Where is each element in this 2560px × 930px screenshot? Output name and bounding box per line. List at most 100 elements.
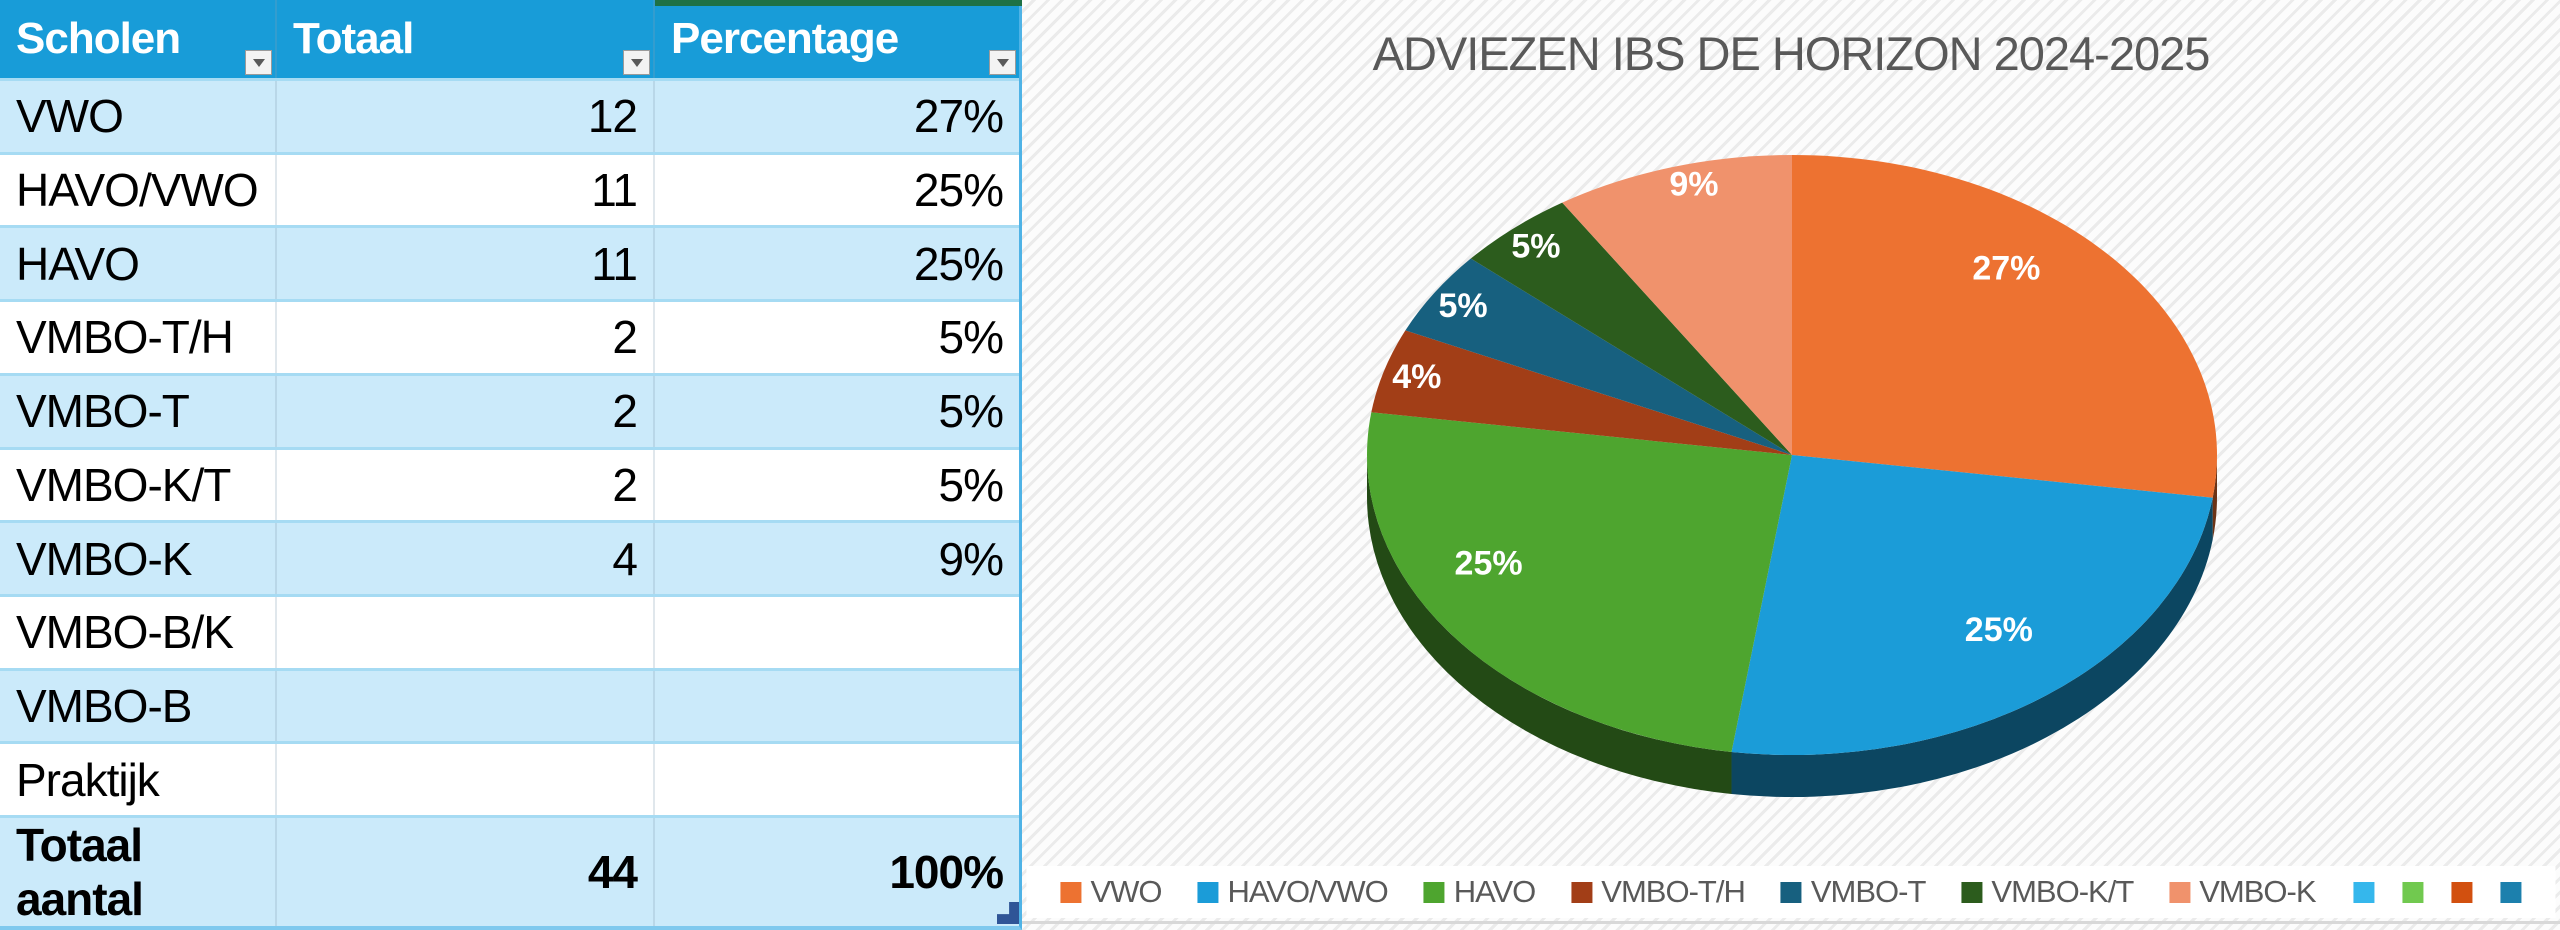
legend-swatch[interactable]: [2353, 881, 2375, 903]
table-row: VMBO-K/T 2 5%: [0, 446, 1019, 521]
legend-item[interactable]: VWO: [1060, 874, 1163, 910]
pie-slice-side: [2212, 455, 2217, 540]
school-cell[interactable]: VWO: [0, 81, 277, 152]
pie-slice[interactable]: [1731, 455, 2213, 755]
total-value-cell[interactable]: 44: [277, 818, 655, 927]
percentage-cell[interactable]: 27%: [913, 90, 1004, 143]
school-cell[interactable]: VMBO-K: [0, 523, 277, 594]
pie-slice-side: [1731, 497, 2213, 797]
school-cell[interactable]: HAVO/VWO: [0, 154, 277, 226]
total-cell[interactable]: [277, 744, 655, 816]
legend-item[interactable]: VMBO-K/T: [1961, 874, 2134, 910]
pie-data-label: 5%: [1438, 287, 1487, 325]
header-scholen-label: Scholen: [16, 14, 181, 63]
panel-bottom-divider: [1022, 921, 2560, 924]
total-cell[interactable]: 12: [277, 81, 655, 152]
legend-extra-swatches: [2353, 881, 2522, 903]
table-row: VMBO-B: [0, 667, 1019, 742]
total-cell[interactable]: 2: [277, 302, 655, 373]
pie-data-label: 25%: [1455, 544, 1523, 582]
school-cell[interactable]: VMBO-B: [0, 670, 277, 742]
legend-label: VMBO-T: [1810, 874, 1927, 909]
legend-label: HAVO/VWO: [1227, 874, 1389, 909]
table-row: VMBO-T 2 5%: [0, 372, 1019, 447]
legend-swatch: [1060, 881, 1082, 903]
legend-swatch: [1571, 881, 1593, 903]
school-cell[interactable]: VMBO-B/K: [0, 596, 277, 668]
percentage-cell[interactable]: [655, 744, 1019, 815]
total-cell[interactable]: 2: [277, 449, 655, 521]
table-row: VMBO-K 4 9%: [0, 520, 1019, 594]
percentage-cell[interactable]: 5%: [938, 311, 1004, 364]
table-row: VMBO-B/K: [0, 593, 1019, 668]
legend-swatch[interactable]: [2402, 881, 2424, 903]
legend-label: VMBO-K/T: [1991, 874, 2134, 909]
pie-data-label: 9%: [1669, 166, 1718, 204]
total-cell[interactable]: 2: [277, 375, 655, 447]
pie-slice[interactable]: [1470, 202, 1792, 455]
header-totaal-label: Totaal: [293, 14, 414, 63]
filter-button-percentage[interactable]: [989, 50, 1016, 75]
percentage-cell[interactable]: 9%: [938, 532, 1004, 585]
table-row: VMBO-T/H 2 5%: [0, 299, 1019, 373]
legend-swatch: [2169, 881, 2191, 903]
header-totaal[interactable]: Totaal: [277, 0, 655, 78]
filter-button-totaal[interactable]: [623, 50, 650, 75]
total-cell[interactable]: 4: [277, 523, 655, 594]
legend-label: VWO: [1090, 874, 1162, 909]
table-header-row: Scholen Totaal Percentage: [0, 0, 1019, 78]
percentage-cell[interactable]: 25%: [913, 164, 1004, 217]
percentage-cell[interactable]: [655, 597, 1019, 668]
legend-swatch[interactable]: [2451, 881, 2473, 903]
legend-item[interactable]: HAVO: [1423, 874, 1537, 910]
pie-slice[interactable]: [1371, 330, 1792, 455]
table-row: HAVO/VWO 11 25%: [0, 151, 1019, 226]
pie-data-label: 27%: [1972, 250, 2040, 288]
total-percentage-cell[interactable]: 100%: [889, 846, 1004, 899]
pie-slice[interactable]: [1405, 258, 1792, 455]
filter-arrow-icon: [996, 58, 1009, 67]
chart-legend: VWO HAVO/VWO HAVO VMBO-T/H VMBO-T VMBO-K…: [1026, 866, 2556, 918]
total-cell[interactable]: 11: [277, 154, 655, 226]
chart-area: ADVIEZEN IBS DE HORIZON 2024-2025 27% 25%…: [1022, 0, 2560, 930]
legend-swatch: [1961, 881, 1983, 903]
filter-arrow-icon: [252, 58, 265, 67]
percentage-cell[interactable]: 5%: [938, 458, 1004, 511]
chart-title[interactable]: ADVIEZEN IBS DE HORIZON 2024-2025: [1372, 27, 2211, 80]
header-percentage-label: Percentage: [671, 14, 899, 63]
legend-swatch: [1423, 881, 1445, 903]
percentage-cell[interactable]: 5%: [938, 385, 1004, 438]
pie-slice[interactable]: [1562, 155, 1792, 455]
total-label-cell[interactable]: Totaal aantal: [0, 818, 277, 927]
pie-data-label: 25%: [1965, 611, 2033, 649]
legend-item[interactable]: VMBO-K: [2169, 874, 2317, 910]
percentage-cell[interactable]: [655, 671, 1019, 742]
header-scholen[interactable]: Scholen: [0, 0, 277, 78]
school-cell[interactable]: HAVO: [0, 228, 277, 300]
pie-chart: 27% 25% 25% 4% 5% 5% 9%: [1367, 155, 2217, 797]
pie-slice-side: [1367, 455, 1732, 794]
school-cell[interactable]: VMBO-K/T: [0, 449, 277, 521]
legend-item[interactable]: VMBO-T: [1780, 874, 1927, 910]
school-cell[interactable]: Praktijk: [0, 744, 277, 816]
table-total-row: Totaal aantal 44 100%: [0, 815, 1019, 927]
school-cell[interactable]: VMBO-T: [0, 375, 277, 447]
total-cell[interactable]: [277, 596, 655, 668]
legend-item[interactable]: VMBO-T/H: [1571, 874, 1746, 910]
header-percentage[interactable]: Percentage: [655, 0, 1019, 78]
table-row: VWO 12 27%: [0, 78, 1019, 152]
percentage-cell[interactable]: 25%: [913, 237, 1004, 290]
legend-item[interactable]: HAVO/VWO: [1197, 874, 1389, 910]
selection-strip: [655, 0, 1022, 6]
legend-label: HAVO: [1453, 874, 1537, 909]
filter-button-scholen[interactable]: [245, 50, 272, 75]
pie-slice[interactable]: [1792, 155, 2217, 498]
filter-arrow-icon: [630, 58, 643, 67]
legend-swatch: [1780, 881, 1802, 903]
school-cell[interactable]: VMBO-T/H: [0, 302, 277, 373]
total-cell[interactable]: [277, 670, 655, 742]
legend-swatch: [1197, 881, 1219, 903]
pie-slice[interactable]: [1367, 412, 1792, 752]
total-cell[interactable]: 11: [277, 228, 655, 300]
legend-swatch[interactable]: [2500, 881, 2522, 903]
